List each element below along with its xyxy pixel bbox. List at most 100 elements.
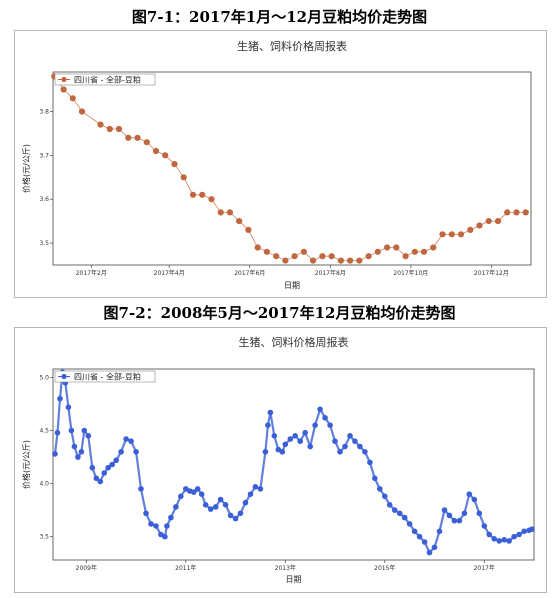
data-point: [406, 521, 413, 527]
x-tick-label: 2017年8月: [315, 269, 346, 277]
data-point: [271, 433, 278, 439]
data-point: [411, 248, 418, 255]
data-point: [511, 533, 517, 540]
data-point: [69, 95, 76, 102]
data-point: [466, 491, 473, 497]
x-tick-label: 2017年12月: [474, 269, 509, 277]
data-point: [109, 461, 115, 468]
chart-1-svg: 生猪、饲料价格周报表 3.5 3.6 3.7 3.8 2017年2月 2017年4月 2017…: [21, 39, 532, 290]
chart-1-panel: 生猪、饲料价格周报表 3.5 3.6 3.7 3.8 2017年2月 2017年4月 2017…: [14, 30, 547, 298]
y-tick-label: 4.0: [39, 481, 49, 488]
legend-marker: [61, 373, 67, 380]
y-tick-label: 3.7: [39, 152, 49, 159]
data-point: [194, 486, 201, 492]
data-point: [65, 404, 72, 410]
data-point: [439, 231, 446, 238]
data-point: [420, 248, 428, 255]
data-point: [328, 253, 335, 260]
data-point: [382, 493, 388, 500]
data-point: [522, 209, 529, 216]
x-tick-label: 2017年2月: [76, 269, 107, 277]
data-point: [504, 209, 511, 216]
data-point: [312, 422, 318, 428]
y-tick-label: 3.6: [39, 196, 49, 203]
y-axis-label: 价格(元/公斤): [21, 144, 31, 193]
x-tick-label: 2017年4月: [154, 269, 185, 277]
data-point: [357, 443, 363, 450]
x-axis-label: 日期: [284, 281, 300, 290]
data-point: [152, 147, 160, 155]
chart-title: 生猪、饲料价格周报表: [239, 335, 349, 349]
data-point: [164, 523, 170, 529]
y-tick-label: 3.5: [39, 534, 49, 541]
data-point: [384, 244, 391, 251]
data-point: [265, 422, 271, 428]
data-point: [491, 536, 498, 542]
data-point: [199, 191, 206, 198]
data-point: [457, 231, 465, 238]
data-point: [115, 125, 123, 133]
data-point: [292, 433, 299, 439]
data-point: [521, 528, 527, 535]
data-point: [476, 510, 483, 517]
data-point: [128, 438, 134, 444]
data-point: [168, 514, 174, 521]
data-point: [148, 521, 154, 527]
data-point: [456, 517, 463, 524]
data-point: [401, 514, 408, 521]
data-point: [411, 528, 418, 535]
data-point: [105, 464, 111, 471]
data-point: [396, 510, 403, 517]
data-point: [365, 253, 372, 260]
data-point: [402, 253, 409, 260]
data-point: [123, 436, 129, 442]
data-point: [217, 496, 224, 503]
data-point: [448, 231, 455, 238]
data-point: [516, 531, 522, 538]
data-point: [300, 248, 307, 255]
data-point: [101, 470, 107, 476]
data-point: [71, 443, 78, 450]
data-point: [217, 209, 224, 216]
figure-2-caption: 图7-2：2008年5月～2017年12月豆粕均价走势图: [103, 304, 456, 322]
y-tick-label: 5.0: [39, 374, 49, 381]
y-tick-label: 3.5: [39, 240, 49, 247]
data-point: [133, 449, 139, 455]
data-point: [496, 538, 503, 544]
data-point: [451, 517, 458, 524]
data-point: [60, 86, 67, 93]
data-point: [207, 506, 214, 512]
data-point: [257, 486, 264, 492]
data-point: [78, 449, 85, 455]
data-point: [446, 512, 453, 519]
data-point: [263, 248, 270, 255]
data-point: [501, 537, 508, 543]
y-axis-label: 价格(元/公斤): [21, 440, 31, 489]
data-point: [426, 549, 433, 556]
data-point: [153, 523, 159, 529]
data-point: [191, 489, 197, 495]
data-point: [494, 218, 502, 225]
data-point: [162, 533, 168, 540]
data-point: [134, 134, 141, 141]
data-point: [97, 121, 104, 128]
data-point: [85, 433, 92, 439]
data-point: [232, 515, 239, 522]
data-point: [208, 196, 215, 203]
data-point: [506, 538, 512, 544]
figure-1-caption: 图7-1：2017年1月～12月豆粕均价走势图: [131, 8, 428, 26]
data-point: [97, 478, 104, 485]
data-point: [89, 464, 96, 471]
legend-box: [54, 370, 156, 383]
data-point: [297, 438, 304, 444]
data-point: [476, 222, 483, 229]
data-point: [374, 248, 381, 255]
data-point: [337, 257, 344, 264]
data-point: [513, 209, 520, 216]
data-point: [337, 449, 343, 455]
data-point: [310, 257, 317, 264]
data-point: [252, 484, 259, 490]
data-point: [226, 209, 233, 216]
data-point: [377, 486, 383, 492]
data-point: [393, 244, 400, 251]
